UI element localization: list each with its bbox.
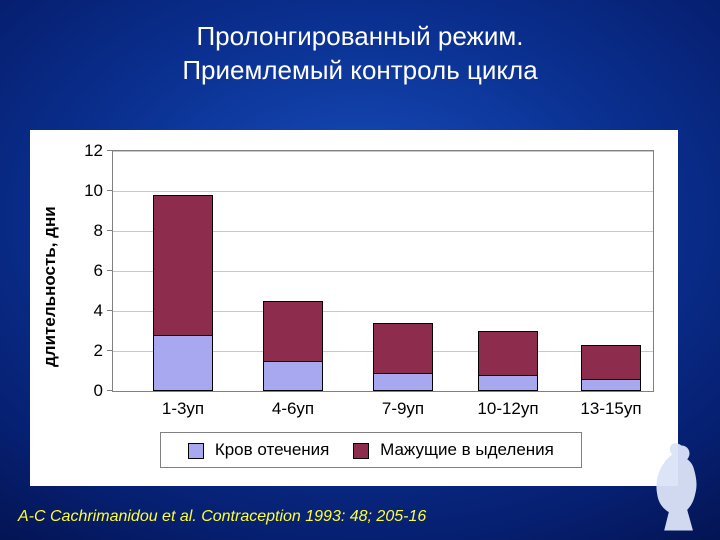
title-line2: Приемлемый контроль цикла <box>182 55 537 85</box>
x-tick-label: 13-15уп <box>566 391 656 419</box>
y-tick-mark <box>107 230 113 231</box>
y-tick-mark <box>107 190 113 191</box>
legend-item-1: Мажущие в ыделения <box>353 440 554 460</box>
bar-lower <box>153 335 213 391</box>
plot-area: 0246810121-3уп4-6уп7-9уп10-12уп13-15уп <box>112 150 654 392</box>
bar-lower <box>478 375 538 391</box>
y-tick-label: 4 <box>94 301 113 321</box>
chart-panel: длительность, дни 0246810121-3уп4-6уп7-9… <box>30 130 678 486</box>
legend-label-1: Мажущие в ыделения <box>380 440 554 459</box>
legend-swatch-icon <box>188 443 204 459</box>
x-tick-label: 7-9уп <box>358 391 448 419</box>
legend-swatch-icon <box>353 443 369 459</box>
y-tick-label: 12 <box>84 141 113 161</box>
y-tick-label: 8 <box>94 221 113 241</box>
y-tick-mark <box>107 150 113 151</box>
silhouette-logo-icon <box>642 442 714 534</box>
y-tick-label: 0 <box>94 381 113 401</box>
y-tick-label: 6 <box>94 261 113 281</box>
y-tick-mark <box>107 390 113 391</box>
legend-item-0: Кров отечения <box>188 440 329 460</box>
slide-title: Пролонгированный режим. Приемлемый контр… <box>0 20 720 88</box>
y-tick-mark <box>107 350 113 351</box>
y-axis-label: длительность, дни <box>38 172 62 402</box>
bar-lower <box>263 361 323 391</box>
x-tick-label: 10-12уп <box>463 391 553 419</box>
y-tick-mark <box>107 270 113 271</box>
citation: A-C Cachrimanidou et al. Contraception 1… <box>18 508 426 526</box>
title-line1: Пролонгированный режим. <box>196 21 523 51</box>
legend: Кров отечения Мажущие в ыделения <box>160 432 582 468</box>
legend-label-0: Кров отечения <box>215 440 330 459</box>
bar-lower <box>373 373 433 391</box>
x-tick-label: 4-6уп <box>248 391 338 419</box>
x-tick-label: 1-3уп <box>138 391 228 419</box>
y-tick-mark <box>107 310 113 311</box>
y-tick-label: 2 <box>94 341 113 361</box>
y-tick-label: 10 <box>84 181 113 201</box>
bar-lower <box>581 379 641 391</box>
